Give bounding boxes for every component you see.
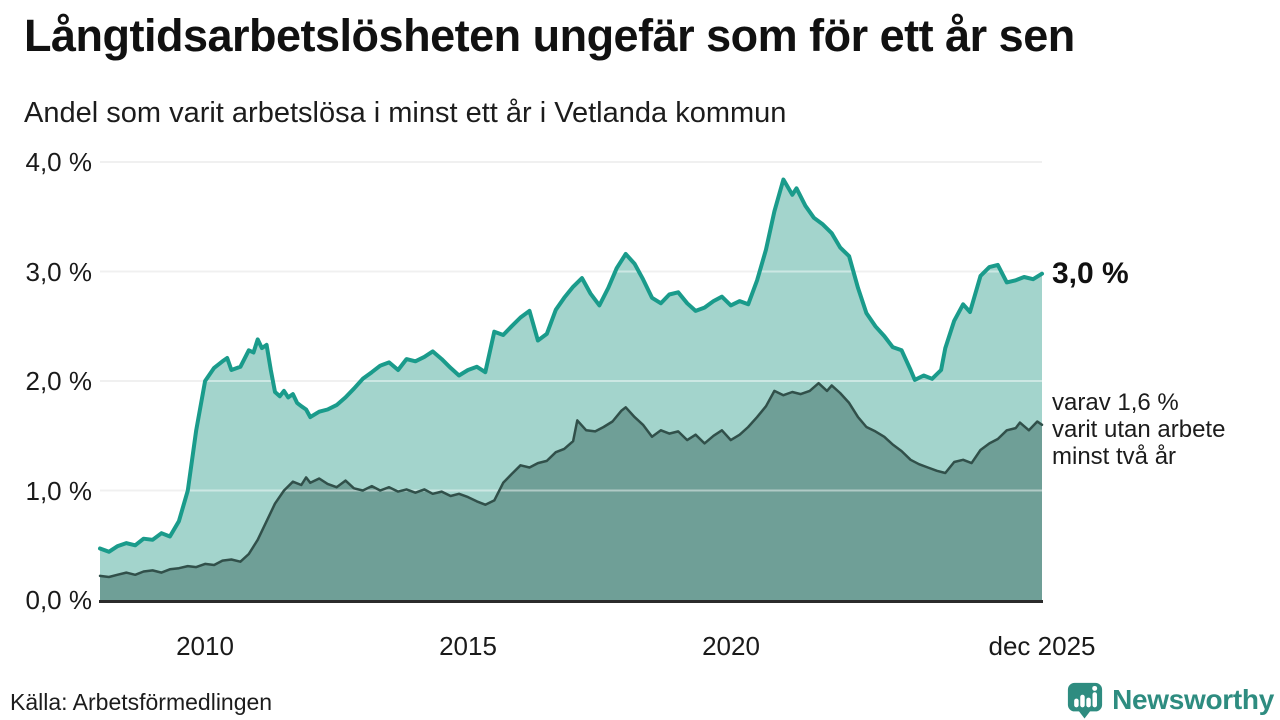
y-tick-label: 0,0 % — [25, 585, 93, 615]
y-tick-label: 2,0 % — [25, 366, 93, 396]
series-line-0 — [98, 177, 1044, 554]
y-tick-label: 1,0 % — [25, 475, 93, 506]
y-tick-label: 4,0 % — [25, 147, 93, 177]
end-label-line: minst två år — [1052, 443, 1177, 470]
series-line-1 — [98, 381, 1044, 579]
newsworthy-logo: Newsworthy — [1066, 681, 1274, 719]
source-note: Källa: Arbetsförmedlingen — [10, 689, 273, 715]
end-label-line: varav 1,6 % — [1052, 389, 1179, 416]
newsworthy-wordmark: Newsworthy — [1112, 684, 1274, 715]
chart-subtitle: Andel som varit arbetslösa i minst ett å… — [24, 97, 787, 129]
x-tick-label: 2010 — [176, 631, 234, 661]
end-label-line: varit utan arbete — [1052, 416, 1226, 443]
series-two-year-end-label: varav 1,6 % varit utan arbete minst två … — [1052, 389, 1225, 470]
x-tick-label: 2020 — [702, 631, 760, 661]
series-one-year-end-label: 3,0 % — [1052, 257, 1129, 290]
area-fill-series-1 — [100, 383, 1042, 600]
chart-title: Långtidsarbetslösheten ungefär som för e… — [24, 10, 1075, 61]
x-tick-label: 2015 — [439, 631, 497, 661]
y-tick-label: 3,0 % — [25, 256, 93, 287]
x-tick-label: dec 2025 — [988, 631, 1096, 661]
newsworthy-marker-icon — [1067, 682, 1103, 719]
